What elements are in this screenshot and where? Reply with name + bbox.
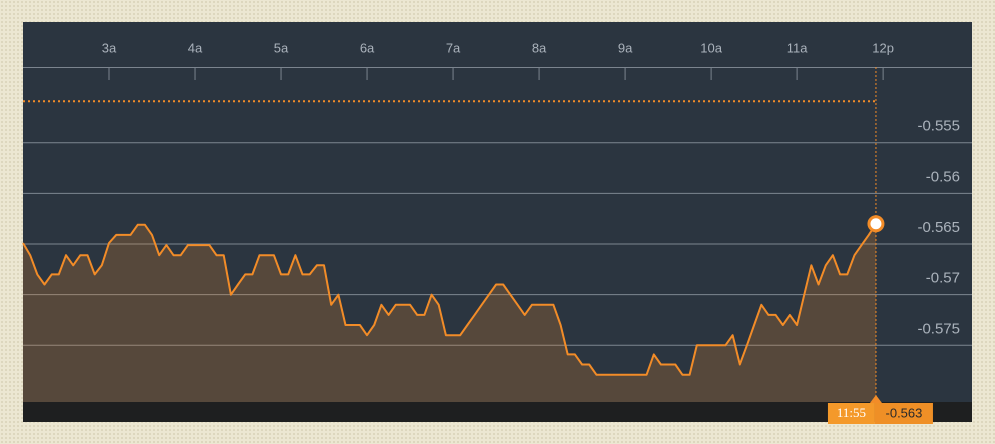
cursor-value: -0.563 bbox=[886, 405, 923, 420]
y-tick-label: -0.57 bbox=[926, 270, 960, 287]
chart-panel bbox=[23, 22, 972, 422]
line bbox=[22, 223, 877, 376]
bottom-bar bbox=[23, 402, 972, 422]
x-tick-label: 4a bbox=[188, 40, 203, 55]
y-tick-label: -0.565 bbox=[917, 219, 960, 236]
x-tick-label: 3a bbox=[102, 40, 117, 55]
x-tick-label: 12p bbox=[872, 40, 894, 55]
y-tick-label: -0.56 bbox=[926, 168, 960, 185]
x-tick-label: 9a bbox=[618, 40, 633, 55]
x-tick-label: 8a bbox=[532, 40, 547, 55]
x-tick-label: 6a bbox=[360, 40, 375, 55]
area bbox=[23, 223, 876, 402]
cursor-time-box bbox=[827, 403, 875, 424]
cursor-time: 11:55 bbox=[837, 405, 866, 420]
cursor-value-box bbox=[874, 403, 933, 424]
last-point bbox=[867, 215, 885, 233]
x-tick-label: 5a bbox=[274, 40, 289, 55]
y-tick-label: -0.555 bbox=[917, 118, 960, 135]
cursor-pointer bbox=[869, 395, 882, 403]
x-tick-label: 10a bbox=[700, 40, 722, 55]
x-tick-label: 7a bbox=[446, 40, 461, 55]
y-tick-label: -0.575 bbox=[917, 320, 960, 337]
x-tick-label: 11a bbox=[787, 40, 808, 55]
